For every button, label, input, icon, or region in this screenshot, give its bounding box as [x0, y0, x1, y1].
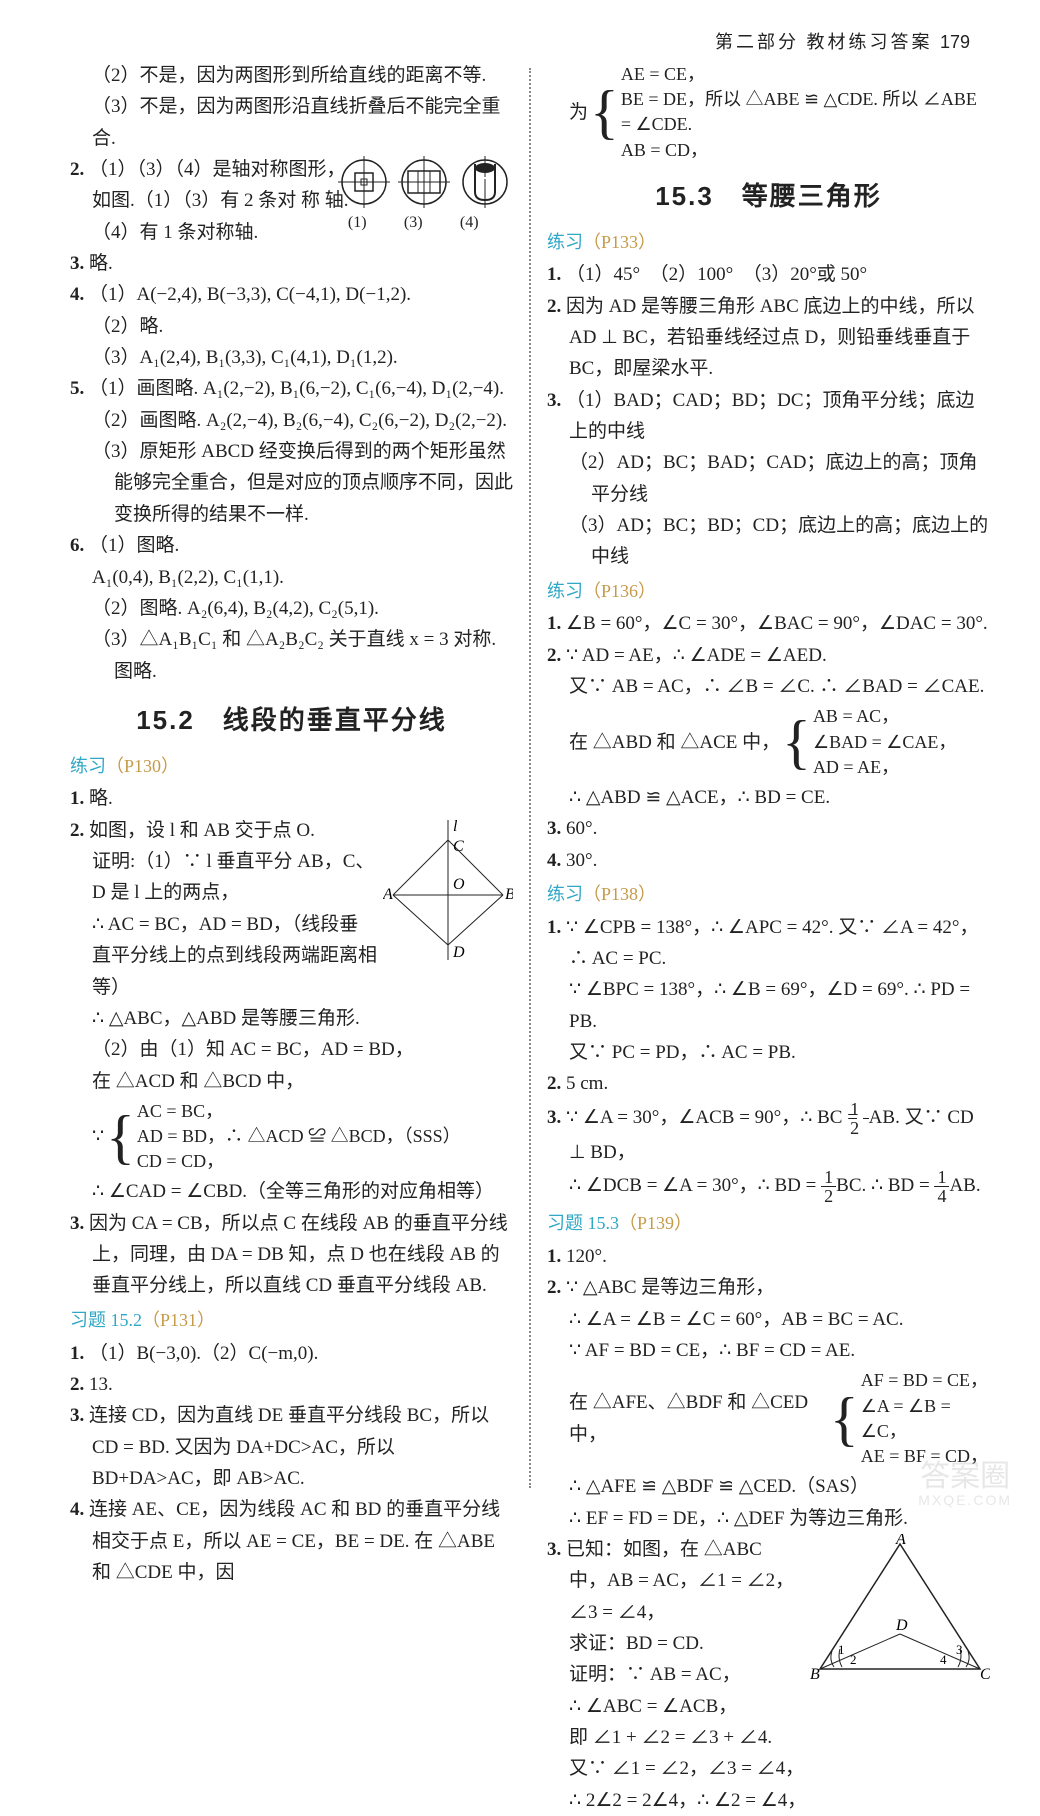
l-p1: （2）不是，因为两图形到所给直线的距离不等.: [70, 60, 513, 91]
svg-text:1: 1: [838, 1642, 845, 1657]
pr133-2: 2. 因为 AD 是等腰三角形 ABC 底边上的中线，所以 AD ⊥ BC，若铅…: [547, 291, 990, 385]
pr136-2b: 又∵ AB = AC，∴ ∠B = ∠C. ∴ ∠BAD = ∠CAE.: [547, 671, 990, 702]
svg-text:4: 4: [940, 1652, 947, 1667]
ex152-4: 4. 连接 AE、CE，因为线段 AC 和 BD 的垂直平分线相交于点 E，所以…: [70, 1494, 513, 1588]
ex153-3f: 又∵ ∠1 = ∠2，∠3 = ∠4，: [547, 1753, 990, 1784]
pr133-1: 1. （1）45° （2）100° （3）20°或 50°: [547, 259, 990, 290]
brace1: ∵{ AC = BC， AD = BD，∴ △ACD ≌ △BCD，（SSS） …: [70, 1099, 513, 1175]
pr136-4: 4. 30°.: [547, 845, 990, 876]
l-q6-1b: A₁(0,4), B₁(2,2), C₁(1,1).: [70, 562, 513, 593]
l-q6-1: 6. （1）图略.: [70, 530, 513, 561]
pr130: 练习（P130）: [70, 752, 513, 782]
pr133-3c: （3）AD；BC；BD；CD；底边上的高；底边上的中线: [547, 510, 990, 573]
pr136-1: 1. ∠B = 60°，∠C = 30°，∠BAC = 90°，∠DAC = 3…: [547, 608, 990, 639]
fig-lbl-4: (4): [452, 210, 508, 236]
page-header: 第二部分 教材练习答案 179: [715, 28, 970, 58]
l-p2: （3）不是，因为两图形沿直线折叠后不能完全重合.: [70, 91, 513, 154]
brace3: 在 △AFE、△BDF 和 △CED 中，{ AF = BD = CE， ∠A …: [547, 1368, 990, 1469]
l-q4-3: （3）A₁(2,4), B₁(3,3), C₁(4,1), D₁(1,2).: [70, 342, 513, 373]
pr136-2a: 2. ∵ AD = AE，∴ ∠ADE = ∠AED.: [547, 640, 990, 671]
pr136-2d: ∴ △ABD ≌ △ACE，∴ BD = CE.: [547, 782, 990, 813]
ex153-2a: 2. ∵ △ABC 是等边三角形，: [547, 1272, 990, 1303]
pr138-1a: 1. ∵ ∠CPB = 138°，∴ ∠APC = 42°. 又∵ ∠A = 4…: [547, 912, 990, 975]
pr133-3b: （2）AD；BC；BAD；CAD；底边上的高；顶角平分线: [547, 447, 990, 510]
pr138-3b: ∴ ∠DCB = ∠A = 30°，∴ BD = 12BC. ∴ BD = 14…: [547, 1168, 990, 1205]
l-q4-1: 4. （1）A(−2,4), B(−3,3), C(−4,1), D(−1,2)…: [70, 279, 513, 310]
part: 第二部分: [715, 32, 799, 52]
label: 教材练习答案: [806, 32, 932, 52]
ex153-3d: ∴ ∠ABC = ∠ACB，: [547, 1691, 990, 1722]
pr138: 练习（P138）: [547, 880, 990, 910]
l-q5-2: （2）画图略. A₂(2,−4), B₂(6,−4), C₂(6,−2), D₂…: [70, 405, 513, 436]
l-q6-3: （3）△A₁B₁C₁ 和 △A₂B₂C₂ 关于直线 x = 3 对称. 图略.: [70, 624, 513, 687]
ex153-2b: ∴ ∠A = ∠B = ∠C = 60°，AB = BC = AC.: [547, 1304, 990, 1335]
ex152: 习题 15.2（P131）: [70, 1306, 513, 1336]
svg-text:D: D: [895, 1617, 908, 1634]
rhombus-fig: l C A B O D: [383, 815, 513, 965]
right-column: 为{ AE = CE， BE = DE，所以 △ABE ≌ △CDE. 所以 ∠…: [537, 60, 1000, 1496]
fig-sym-4: [457, 154, 513, 210]
brace-top: 为{ AE = CE， BE = DE，所以 △ABE ≌ △CDE. 所以 ∠…: [547, 62, 990, 163]
ex153-3e: 即 ∠1 + ∠2 = ∠3 + ∠4.: [547, 1722, 990, 1753]
ex153: 习题 15.3（P139）: [547, 1209, 990, 1239]
sec-15-2: 15.2 线段的垂直平分线: [70, 699, 513, 742]
pr130-3: 3. 因为 CA = CB，所以点 C 在线段 AB 的垂直平分线上，同理，由 …: [70, 1208, 513, 1302]
svg-text:B: B: [810, 1666, 820, 1683]
l-q5-3: （3）原矩形 ABCD 经变换后得到的两个矩形虽然能够完全重合，但是对应的顶点顺…: [70, 436, 513, 530]
svg-text:O: O: [453, 876, 465, 893]
l-q2: 2.: [70, 154, 513, 248]
page-num: 179: [940, 32, 970, 52]
pr133-3a: 3. （1）BAD；CAD；BD；DC；顶角平分线；底边上的中线: [547, 385, 990, 448]
columns: （2）不是，因为两图形到所给直线的距离不等. （3）不是，因为两图形沿直线折叠后…: [0, 0, 1040, 1536]
pr138-3a: 3. ∵ ∠A = 30°，∠ACB = 90°，∴ BC = 12AB. 又∵…: [547, 1100, 990, 1168]
pr130-2f: 在 △ACD 和 △BCD 中，: [70, 1066, 513, 1097]
l-q4-2: （2）略.: [70, 311, 513, 342]
svg-text:3: 3: [956, 1642, 963, 1657]
ex153-1: 1. 120°.: [547, 1241, 990, 1272]
pr136-3: 3. 60°.: [547, 813, 990, 844]
svg-text:C: C: [453, 838, 464, 855]
l-q6-2: （2）图略. A₂(6,4), B₂(4,2), C₂(5,1).: [70, 593, 513, 624]
svg-text:D: D: [452, 944, 465, 961]
watermark: 答案圈 MXQE.COM: [918, 1460, 1012, 1508]
pr130-2g: ∴ ∠CAD = ∠CBD.（全等三角形的对应角相等）: [70, 1176, 513, 1207]
pr130-1: 1. 略.: [70, 783, 513, 814]
pr138-1b: ∵ ∠BPC = 138°，∴ ∠B = 69°，∠D = 69°. ∴ PD …: [547, 974, 990, 1037]
ex153-3a: A B C D 1 2 4 3 3. 已知：如图，在 △ABC 中，AB = A…: [547, 1534, 990, 1628]
svg-text:A: A: [383, 886, 393, 903]
svg-text:l: l: [453, 818, 458, 835]
ex152-1: 1. （1）B(−3,0).（2）C(−m,0).: [70, 1338, 513, 1369]
l-q5-1: 5. （1）画图略. A₁(2,−2), B₁(6,−2), C₁(6,−4),…: [70, 373, 513, 404]
pr133: 练习（P133）: [547, 228, 990, 258]
ex153-2c: ∵ AF = BD = CE，∴ BF = CD = AE.: [547, 1335, 990, 1366]
ex153-3g: ∴ 2∠2 = 2∠4，∴ ∠2 = ∠4，: [547, 1785, 990, 1816]
pr138-2: 2. 5 cm.: [547, 1068, 990, 1099]
ex152-2: 2. 13.: [70, 1369, 513, 1400]
fig-sym-3: [396, 154, 452, 210]
l-q3: 3. 略.: [70, 248, 513, 279]
ex152-3: 3. 连接 CD，因为直线 DE 垂直平分线段 BC，所以 CD = BD. 又…: [70, 1400, 513, 1494]
pr136: 练习（P136）: [547, 577, 990, 607]
svg-text:B: B: [505, 886, 513, 903]
sec-15-3: 15.3 等腰三角形: [547, 175, 990, 218]
pr138-1c: 又∵ PC = PD，∴ AC = PB.: [547, 1037, 990, 1068]
svg-text:2: 2: [850, 1652, 857, 1667]
brace2: 在 △ABD 和 △ACE 中，{ AB = AC， ∠BAD = ∠CAE， …: [547, 704, 990, 780]
pr130-2e: （2）由（1）知 AC = BC，AD = BD，: [70, 1034, 513, 1065]
pr130-2: l C A B O D 2. 如图，设 l 和 AB 交于点 O.: [70, 815, 513, 846]
l-q2-text: （1）（3）（4）是轴对称图形，如图.（1）（3）有 2 条对 称 轴.（4）有…: [89, 159, 349, 243]
left-column: （2）不是，因为两图形到所给直线的距离不等. （3）不是，因为两图形沿直线折叠后…: [60, 60, 523, 1496]
fig-lbl-3: (3): [396, 210, 452, 236]
fig-lbl-1: (1): [340, 210, 396, 236]
svg-text:C: C: [980, 1666, 990, 1683]
pr130-2d: ∴ △ABC，△ABD 是等腰三角形.: [70, 1003, 513, 1034]
triangle-fig: A B C D 1 2 4 3: [810, 1534, 990, 1684]
column-divider: [529, 68, 531, 1488]
